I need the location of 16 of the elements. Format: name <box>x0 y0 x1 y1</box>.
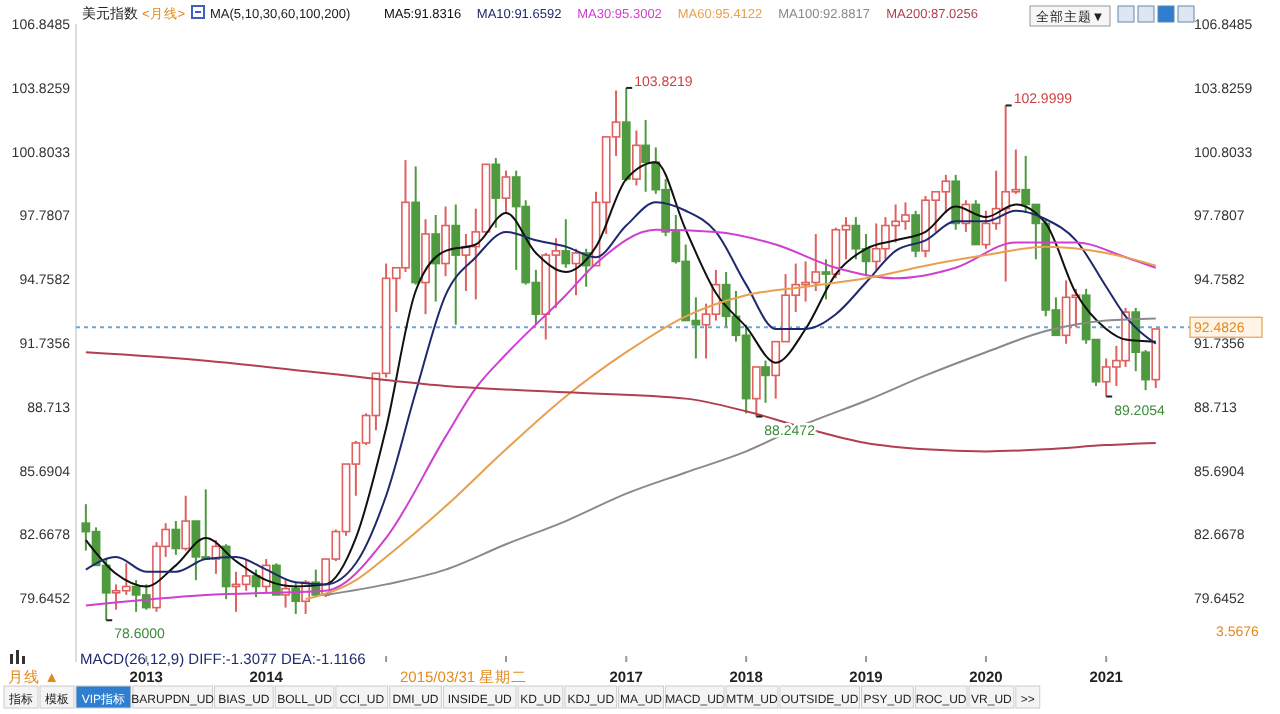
candlestick <box>181 494 191 552</box>
candlestick <box>431 213 441 303</box>
candlestick <box>221 543 231 601</box>
candlestick <box>451 203 461 326</box>
candlestick <box>171 520 181 556</box>
candlestick <box>751 365 761 418</box>
candlestick <box>821 258 831 301</box>
candlestick <box>441 205 450 278</box>
candlestick <box>951 173 961 231</box>
candlestick <box>571 247 581 297</box>
candlestick <box>491 157 501 229</box>
candlestick <box>761 359 770 404</box>
candlestick <box>501 169 511 214</box>
candlestick <box>561 218 571 269</box>
candlestick <box>632 129 641 187</box>
candlestick <box>911 209 921 259</box>
